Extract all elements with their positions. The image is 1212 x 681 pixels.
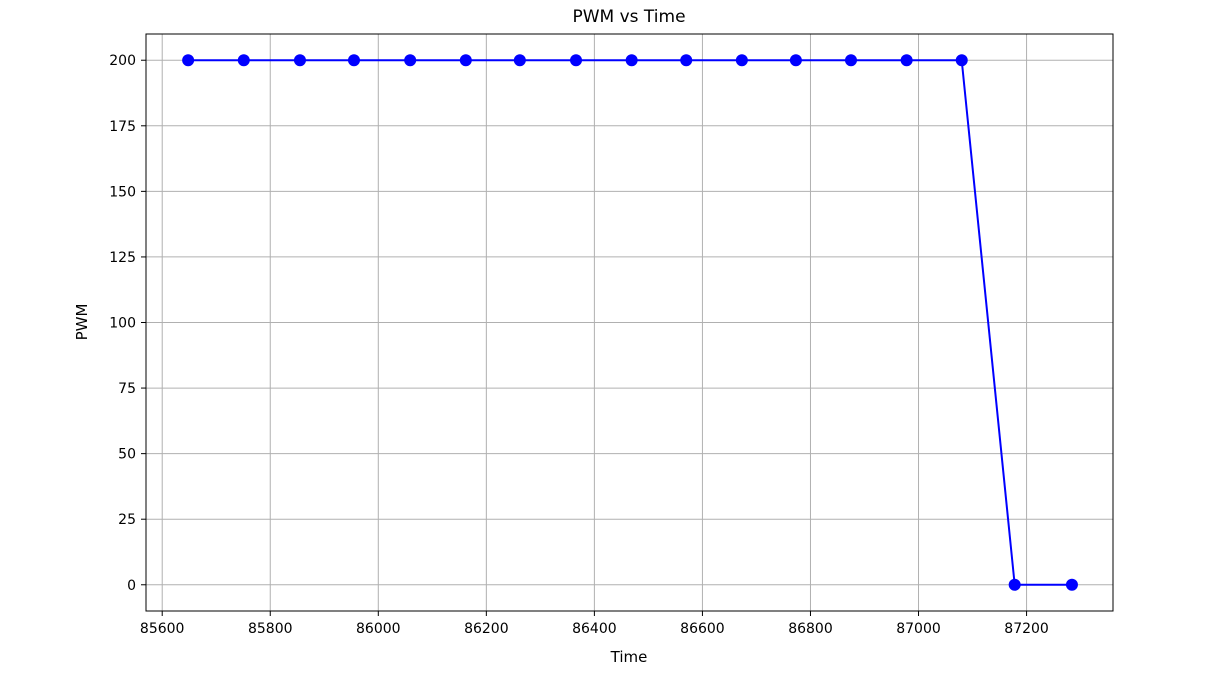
data-point (404, 54, 417, 67)
y-axis-label: PWM (73, 304, 91, 341)
data-point (570, 54, 583, 67)
y-tick-label: 150 (109, 184, 136, 200)
y-tick-label: 0 (127, 578, 136, 594)
x-tick-label: 86600 (680, 621, 725, 637)
series-layer (182, 54, 1078, 591)
data-point (900, 54, 913, 67)
y-tick-label: 50 (118, 447, 136, 463)
x-tick-label: 85600 (140, 621, 185, 637)
x-tick-label: 86800 (788, 621, 833, 637)
data-point (182, 54, 195, 67)
x-tick-label: 87200 (1004, 621, 1049, 637)
data-point (735, 54, 748, 67)
x-tick-label: 86400 (572, 621, 617, 637)
data-point (625, 54, 638, 67)
y-tick-label: 75 (118, 381, 136, 397)
x-tick-label: 85800 (248, 621, 293, 637)
y-tick-label: 25 (118, 512, 136, 528)
data-point (1008, 578, 1021, 591)
data-point (680, 54, 693, 67)
axis-ticks: 85600 85800 86000 86200 86400 86600 86800 87000… (109, 53, 1049, 637)
data-point (293, 54, 306, 67)
data-point (789, 54, 802, 67)
x-tick-label: 86000 (356, 621, 401, 637)
data-point (459, 54, 472, 67)
x-tick-label: 86200 (464, 621, 509, 637)
y-tick-label: 100 (109, 316, 136, 332)
data-point (237, 54, 250, 67)
chart-title: PWM vs Time (572, 7, 685, 27)
y-tick-label: 175 (109, 119, 136, 135)
data-point (955, 54, 968, 67)
y-tick-label: 200 (109, 53, 136, 69)
x-axis-label: Time (610, 648, 648, 666)
y-tick-label: 125 (109, 250, 136, 266)
data-point (844, 54, 857, 67)
data-point (347, 54, 360, 67)
data-point (1065, 578, 1078, 591)
data-point (513, 54, 526, 67)
x-tick-label: 87000 (896, 621, 941, 637)
